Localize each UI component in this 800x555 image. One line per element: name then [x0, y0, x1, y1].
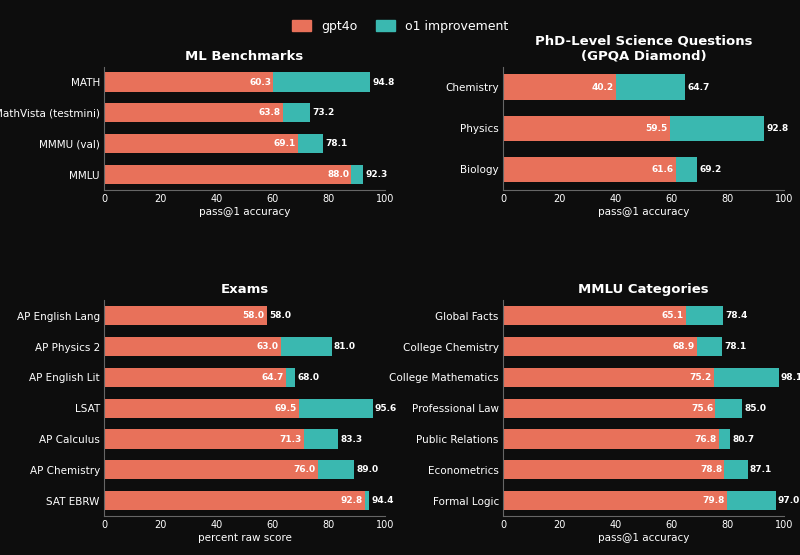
Bar — [719, 430, 730, 448]
Text: 69.2: 69.2 — [700, 165, 722, 174]
Bar — [503, 460, 725, 480]
Text: 78.1: 78.1 — [725, 342, 747, 351]
Bar — [104, 73, 274, 92]
Text: 92.8: 92.8 — [766, 124, 788, 133]
Bar — [503, 115, 670, 141]
Text: 71.3: 71.3 — [280, 435, 302, 443]
Text: 61.6: 61.6 — [652, 165, 674, 174]
Bar — [104, 368, 286, 387]
Text: 92.3: 92.3 — [366, 170, 388, 179]
Bar — [274, 73, 370, 92]
Title: ML Benchmarks: ML Benchmarks — [186, 49, 304, 63]
Text: 94.4: 94.4 — [371, 496, 394, 505]
Title: Exams: Exams — [220, 283, 269, 296]
X-axis label: pass@1 accuracy: pass@1 accuracy — [598, 207, 689, 217]
Bar — [283, 103, 310, 123]
Text: 69.1: 69.1 — [274, 139, 296, 148]
Text: 92.8: 92.8 — [340, 496, 362, 505]
Bar — [104, 430, 304, 448]
Text: 79.8: 79.8 — [702, 496, 725, 505]
Bar — [281, 337, 332, 356]
Text: 95.6: 95.6 — [375, 403, 397, 413]
Text: 83.3: 83.3 — [340, 435, 362, 443]
Bar — [503, 157, 676, 182]
Text: 68.0: 68.0 — [298, 373, 319, 382]
X-axis label: pass@1 accuracy: pass@1 accuracy — [598, 533, 689, 543]
Bar — [104, 134, 298, 153]
Text: 98.1: 98.1 — [781, 373, 800, 382]
Bar — [686, 306, 723, 325]
Text: 80.7: 80.7 — [732, 435, 754, 443]
Text: 60.3: 60.3 — [249, 78, 271, 87]
Title: PhD-Level Science Questions
(GPQA Diamond): PhD-Level Science Questions (GPQA Diamon… — [534, 34, 752, 63]
X-axis label: pass@1 accuracy: pass@1 accuracy — [199, 207, 290, 217]
Text: 88.0: 88.0 — [327, 170, 349, 179]
Bar — [503, 337, 697, 356]
Text: 64.7: 64.7 — [261, 373, 283, 382]
Text: 81.0: 81.0 — [334, 342, 356, 351]
Text: 40.2: 40.2 — [591, 83, 614, 92]
Bar — [670, 115, 764, 141]
Text: 65.1: 65.1 — [662, 311, 684, 320]
Bar — [697, 337, 722, 356]
Text: 97.0: 97.0 — [778, 496, 800, 505]
Bar — [104, 460, 318, 480]
Text: 63.0: 63.0 — [257, 342, 278, 351]
Bar — [299, 398, 373, 418]
Text: 75.2: 75.2 — [690, 373, 712, 382]
Legend: gpt4o, o1 improvement: gpt4o, o1 improvement — [292, 20, 508, 33]
Bar — [298, 134, 323, 153]
Bar — [104, 306, 267, 325]
Bar — [727, 491, 775, 510]
Bar — [714, 368, 778, 387]
Bar — [715, 398, 742, 418]
Bar — [503, 491, 727, 510]
Bar — [503, 398, 715, 418]
Text: 85.0: 85.0 — [744, 403, 766, 413]
Bar — [304, 430, 338, 448]
Text: 64.7: 64.7 — [687, 83, 710, 92]
Text: 68.9: 68.9 — [672, 342, 694, 351]
Bar — [725, 460, 748, 480]
Bar — [318, 460, 354, 480]
Bar — [104, 103, 283, 123]
Bar — [616, 74, 685, 100]
Text: 69.5: 69.5 — [274, 403, 297, 413]
Bar — [503, 74, 616, 100]
Text: 75.6: 75.6 — [691, 403, 713, 413]
Text: 73.2: 73.2 — [312, 108, 334, 117]
Bar — [503, 430, 719, 448]
Bar — [365, 491, 370, 510]
Text: 94.8: 94.8 — [373, 78, 395, 87]
Text: 78.4: 78.4 — [726, 311, 748, 320]
Bar — [351, 165, 363, 184]
Text: 58.0: 58.0 — [242, 311, 265, 320]
Bar — [104, 491, 365, 510]
Text: 63.8: 63.8 — [259, 108, 281, 117]
Text: 58.0: 58.0 — [270, 311, 291, 320]
Bar — [503, 306, 686, 325]
Bar — [676, 157, 698, 182]
Text: 87.1: 87.1 — [750, 466, 772, 475]
Text: 76.8: 76.8 — [694, 435, 717, 443]
Title: MMLU Categories: MMLU Categories — [578, 283, 709, 296]
Text: 76.0: 76.0 — [293, 466, 315, 475]
Text: 89.0: 89.0 — [356, 466, 378, 475]
Bar — [286, 368, 295, 387]
Bar — [503, 368, 714, 387]
Text: 78.1: 78.1 — [326, 139, 348, 148]
Text: 78.8: 78.8 — [700, 466, 722, 475]
Text: 59.5: 59.5 — [646, 124, 668, 133]
Bar — [104, 165, 351, 184]
Bar — [104, 337, 281, 356]
Bar — [104, 398, 299, 418]
X-axis label: percent raw score: percent raw score — [198, 533, 291, 543]
